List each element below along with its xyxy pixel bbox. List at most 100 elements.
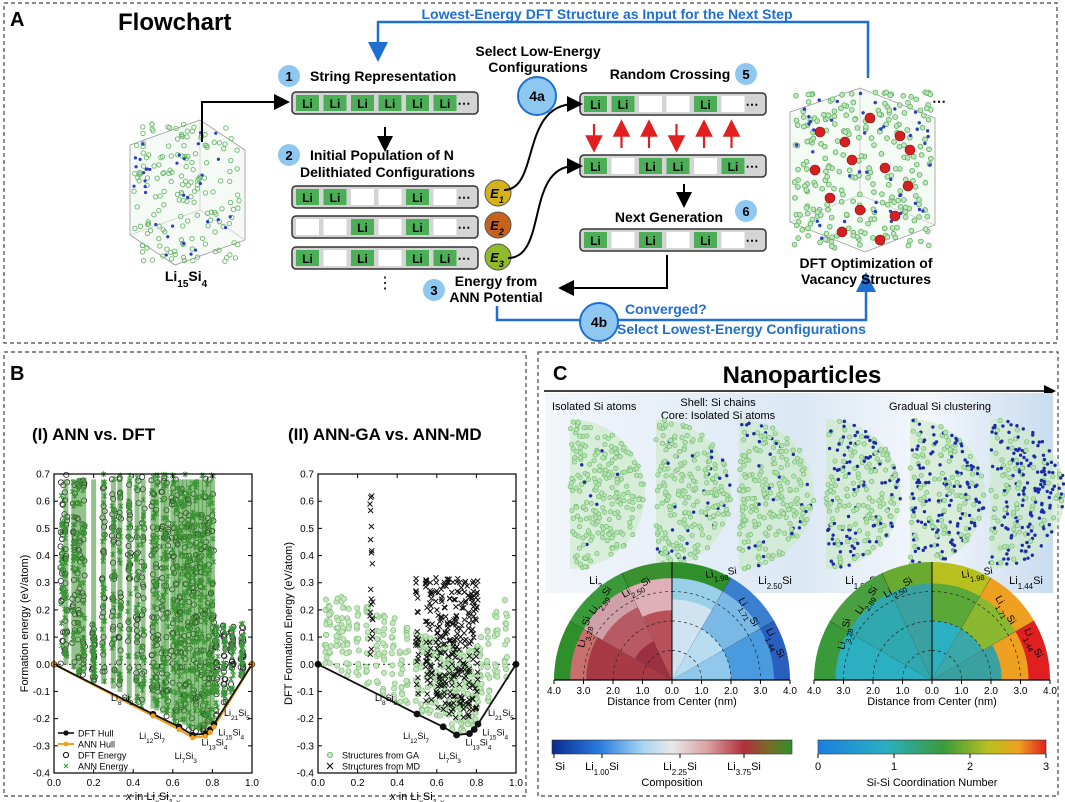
nanoparticle-label: Li2.50Si [758, 575, 792, 591]
li-cell-label: Li [700, 234, 711, 248]
crossing-parent-1: Li Li Li ⋯ [579, 92, 767, 116]
step-4b-badge [579, 302, 619, 342]
li-cell-label: Li [357, 221, 368, 235]
step-3: 3 Energy from ANN Potential [423, 273, 543, 305]
li-cell-label: Li [357, 97, 368, 111]
step-6-number: 6 [742, 204, 749, 219]
y-tick-label: 0.7 [36, 470, 50, 481]
y-tick-label: 0.2 [300, 605, 314, 616]
nanoparticle-5: Li1.71Si [907, 417, 987, 591]
li-cell-label: Li [302, 252, 313, 266]
li-cell-label: Li [412, 252, 423, 266]
arrow-e3-to-crossing [507, 158, 583, 259]
radial-sector-label: Li1.98Si [705, 566, 738, 585]
radial-tick-label: 2.0 [606, 686, 620, 697]
composition-tick-label: Li3.75Si [727, 761, 761, 777]
radial-tick-label: 2.0 [866, 686, 880, 697]
step-4a-label-line2: Configurations [488, 59, 588, 75]
phase-label: Li21Si5 [488, 708, 514, 722]
y-tick-label: 0.3 [36, 578, 50, 589]
composition-tick-label: Si [555, 761, 565, 773]
legend-label: DFT Hull [78, 729, 113, 739]
y-tick-label: -0.1 [297, 687, 315, 698]
li-cell-label: Li [357, 252, 368, 266]
li-cell-label: Li [412, 97, 423, 111]
step-3-number: 3 [430, 283, 437, 298]
radial-tick-label: 4.0 [547, 686, 561, 697]
li-cell-label: Li [728, 160, 739, 174]
x-tick-label: 0.2 [87, 778, 101, 789]
chart1-title: (I) ANN vs. DFT [32, 425, 156, 444]
step-4a: 4a Select Low-Energy Configurations [475, 43, 601, 116]
y-tick-label: 0.4 [300, 551, 314, 562]
radial-tick-label: 1.0 [636, 686, 650, 697]
radial-tick-label: 3.0 [577, 686, 591, 697]
y-tick-label: 0.0 [300, 660, 314, 671]
radial-tick-label: 0.0 [665, 686, 679, 697]
x-tick-label: 0.6 [430, 778, 444, 789]
y-tick-label: -0.2 [297, 714, 315, 725]
arrow-to-energy [558, 255, 668, 296]
li15si4-label: Li15Si4 [165, 268, 208, 290]
radial-tick-label: 3.0 [837, 686, 851, 697]
hull-point [453, 731, 460, 739]
hull-point [470, 726, 478, 733]
coordination-tick-label: 3 [1043, 761, 1049, 773]
x-axis-label: x in LixSi1-x [389, 791, 445, 802]
li-cell-label: Li [330, 191, 341, 205]
x-tick-label: 1.0 [509, 778, 523, 789]
li-cell-label: Li [302, 97, 313, 111]
y-tick-label: -0.2 [33, 714, 51, 725]
dft-label-line1: DFT Optimization of [800, 255, 933, 271]
radial-tick-label: 3.0 [1014, 686, 1028, 697]
y-axis-label: Formation energy (eV/atom) [19, 555, 31, 693]
radial-tick-label: 4.0 [1043, 686, 1057, 697]
x-tick-label: 0.4 [126, 778, 140, 789]
x-tick-label: 0.0 [47, 778, 61, 789]
radial-tick-label: 1.0 [695, 686, 709, 697]
panel-c-frame [537, 351, 1059, 797]
arrow-to-string [201, 94, 290, 142]
radial-right-xlabel: Distance from Center (nm) [867, 696, 997, 708]
y-tick-label: 0.5 [300, 524, 314, 535]
coordination-colorbar-label: Si-Si Coordination Number [867, 777, 998, 789]
hull-point [474, 720, 482, 728]
ann-hull-point [150, 713, 156, 719]
phase-label: Li7Si3 [175, 751, 198, 765]
dft-label-line2: Vacancy Structures [801, 271, 931, 287]
legend-label: ANN Hull [78, 740, 115, 750]
composition-tick-label: Li2.25Si [663, 761, 697, 777]
energy-label: E3 [490, 250, 504, 269]
energy-circles: E1 E2 E3 [484, 179, 512, 271]
phase-label: Li15Si4 [218, 728, 244, 742]
li-cell-label: Li [440, 252, 451, 266]
coordination-radial-right [931, 562, 1050, 681]
li-cell-label: Li [673, 160, 684, 174]
string-ellipsis: ⋯ [458, 190, 471, 205]
li-cell-label: Li [412, 191, 423, 205]
x-tick-label: 0.6 [166, 778, 180, 789]
dft-vacancy-structure: ⋯ [789, 87, 946, 253]
step-5-badge [735, 63, 757, 85]
legend-item: DFT Hull [58, 729, 113, 739]
step-3-label-line1: Energy from [455, 273, 537, 289]
chart-ga-vs-md: -0.4 -0.3 -0.2 -0.1 0.0 0.1 0.2 0.3 0.4 0.5 0.6 0.7… [283, 470, 523, 802]
step-4a-number: 4a [529, 88, 545, 104]
crossing-arrows [585, 119, 741, 153]
radial-plots: 4.0 3.0 2.0 1.0 0.0 1.0 2.0 3.0 4.0 4.0 3.0 2.0 1.0 0… [547, 562, 1057, 697]
li-cell-label: Li [330, 97, 341, 111]
y-tick-label: 0.1 [36, 633, 50, 644]
step-3-badge [423, 279, 445, 301]
legend-item: ANN Hull [58, 740, 115, 750]
population-string-2: Li Li ⋯ [291, 215, 479, 239]
population-string-1: Li Li Li ⋯ [291, 185, 479, 209]
step-5: 5 Random Crossing [610, 63, 757, 85]
nanoparticle-label: Li1.44Si [1009, 575, 1043, 591]
region-label-clustering: Gradual Si clustering [889, 401, 991, 413]
step-4a-badge [517, 76, 557, 116]
panel-b-frame [3, 351, 527, 797]
region-label-shell: Shell: Si chains [680, 397, 756, 409]
composition-radial-right [671, 562, 790, 681]
converge-arrow [495, 272, 876, 322]
